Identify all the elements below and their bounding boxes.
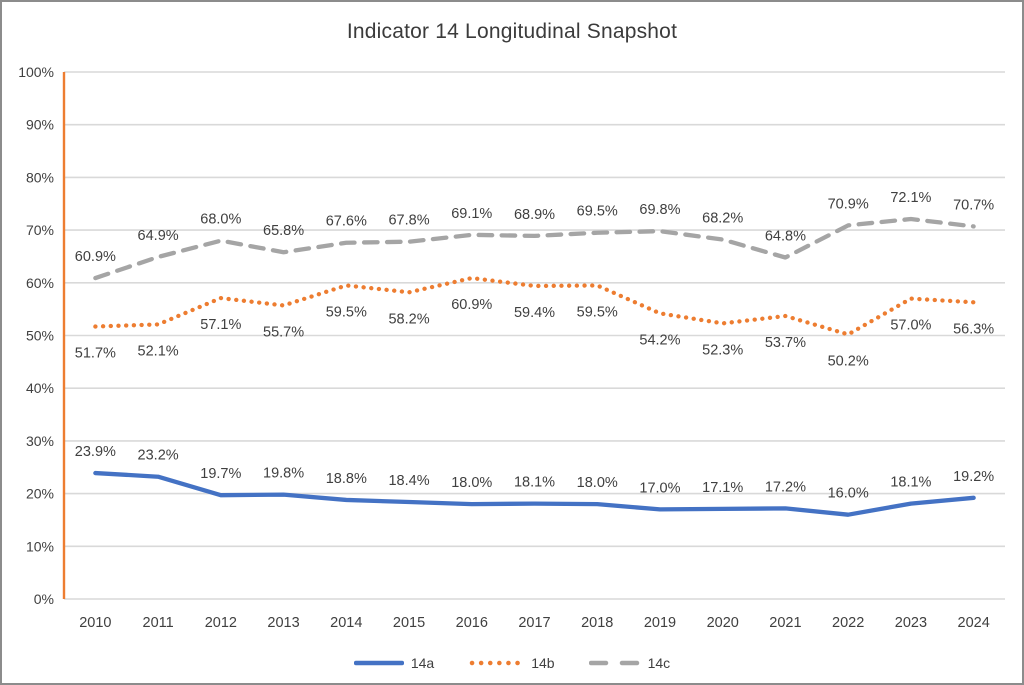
series-line-14a — [93, 470, 976, 517]
x-tick-label: 2015 — [393, 615, 425, 631]
data-label: 69.8% — [639, 202, 680, 218]
series-line-14b — [93, 275, 976, 337]
data-label: 64.9% — [138, 228, 179, 244]
data-label: 65.8% — [263, 223, 304, 239]
x-tick-label: 2022 — [832, 615, 864, 631]
y-tick-label: 0% — [34, 591, 54, 607]
y-tick-label: 40% — [26, 380, 54, 396]
x-tick-label: 2021 — [769, 615, 801, 631]
data-label: 58.2% — [388, 311, 429, 327]
x-tick-label: 2011 — [143, 615, 174, 631]
x-tick-label: 2016 — [456, 615, 488, 631]
data-label: 69.1% — [451, 206, 492, 222]
data-label: 70.7% — [953, 197, 994, 213]
series-data-labels-14c: 60.9% 64.9% 68.0% 65.8% 67.6% 67.8% 69.1% 68.9%… — [75, 190, 994, 265]
y-tick-label: 20% — [26, 486, 54, 502]
series-line-14c — [93, 216, 976, 281]
data-label: 69.5% — [577, 204, 618, 220]
y-tick-label: 10% — [26, 538, 54, 554]
legend-item-14c: 14c — [588, 655, 671, 671]
data-label: 64.8% — [765, 229, 806, 245]
legend-swatch-solid-line-icon — [353, 660, 404, 666]
data-label: 23.2% — [138, 448, 179, 464]
gridlines — [64, 71, 1005, 600]
data-label: 53.7% — [765, 335, 806, 351]
data-label: 19.7% — [200, 466, 241, 482]
y-tick-label: 60% — [26, 275, 54, 291]
data-label: 18.8% — [326, 471, 367, 487]
series-data-labels-14a: 23.9% 23.2% 19.7% 19.8% 18.8% 18.4% 18.0% 18.1%… — [75, 444, 994, 502]
data-label: 67.6% — [326, 214, 367, 230]
x-tick-label: 2017 — [518, 615, 550, 631]
data-label: 55.7% — [263, 324, 304, 340]
data-label: 59.4% — [514, 305, 555, 321]
data-label: 18.0% — [451, 475, 492, 491]
y-axis-tick-labels: 0% 10% 20% 30% 40% 50% 60% 70% 80% 90% 100% — [18, 64, 54, 607]
legend-label-14c: 14c — [647, 655, 671, 671]
data-label: 68.0% — [200, 212, 241, 228]
data-label: 52.3% — [702, 342, 743, 358]
data-label: 18.1% — [890, 475, 931, 491]
data-label: 18.0% — [577, 475, 618, 491]
x-tick-label: 2024 — [958, 615, 990, 631]
legend-swatch-dotted-line-icon — [469, 660, 525, 666]
legend-item-14a: 14a — [353, 655, 435, 671]
data-label: 59.5% — [326, 304, 367, 320]
x-axis-tick-labels: 2010 2011 2012 2013 2014 2015 2016 2017 2018 2019… — [79, 615, 990, 631]
data-label: 68.9% — [514, 207, 555, 223]
data-label: 59.5% — [577, 304, 618, 320]
y-tick-label: 30% — [26, 433, 54, 449]
y-tick-label: 90% — [26, 117, 54, 133]
y-tick-label: 50% — [26, 328, 54, 344]
x-tick-label: 2010 — [79, 615, 111, 631]
legend-item-14b: 14b — [468, 655, 555, 671]
data-label: 17.1% — [702, 480, 743, 496]
chart-title: Indicator 14 Longitudinal Snapshot — [346, 20, 678, 43]
y-tick-label: 80% — [26, 169, 54, 185]
data-label: 72.1% — [890, 190, 931, 206]
legend-swatch-dashed-line-icon — [588, 660, 641, 666]
chart-legend: 14a 14b 14c — [2, 655, 1022, 671]
y-tick-label: 100% — [18, 64, 54, 80]
series-data-labels-14b: 51.7% 52.1% 57.1% 55.7% 59.5% 58.2% 60.9% 59.4%… — [75, 297, 994, 369]
data-label: 18.4% — [388, 473, 429, 489]
x-tick-label: 2019 — [644, 615, 676, 631]
data-label: 67.8% — [388, 213, 429, 229]
x-tick-label: 2013 — [267, 615, 299, 631]
x-tick-label: 2014 — [330, 615, 362, 631]
data-label: 70.9% — [828, 196, 869, 212]
data-label: 52.1% — [138, 343, 179, 359]
data-label: 17.0% — [639, 480, 680, 496]
x-tick-label: 2023 — [895, 615, 927, 631]
data-label: 54.2% — [639, 332, 680, 348]
data-label: 57.0% — [890, 318, 931, 334]
data-label: 23.9% — [75, 444, 116, 460]
legend-label-14a: 14a — [410, 655, 435, 671]
legend-label-14b: 14b — [531, 655, 555, 671]
data-label: 68.2% — [702, 211, 743, 227]
data-label: 50.2% — [828, 353, 869, 369]
data-label: 57.1% — [200, 317, 241, 333]
data-label: 51.7% — [75, 346, 116, 362]
data-label: 19.2% — [953, 469, 994, 485]
data-label: 17.2% — [765, 479, 806, 495]
data-label: 16.0% — [828, 486, 869, 502]
x-tick-label: 2020 — [707, 615, 739, 631]
data-label: 60.9% — [75, 249, 116, 265]
data-label: 56.3% — [953, 321, 994, 337]
data-label: 60.9% — [451, 297, 492, 313]
data-label: 19.8% — [263, 466, 304, 482]
x-tick-label: 2012 — [205, 615, 237, 631]
x-tick-label: 2018 — [581, 615, 613, 631]
data-label: 18.1% — [514, 475, 555, 491]
y-tick-label: 70% — [26, 222, 54, 238]
